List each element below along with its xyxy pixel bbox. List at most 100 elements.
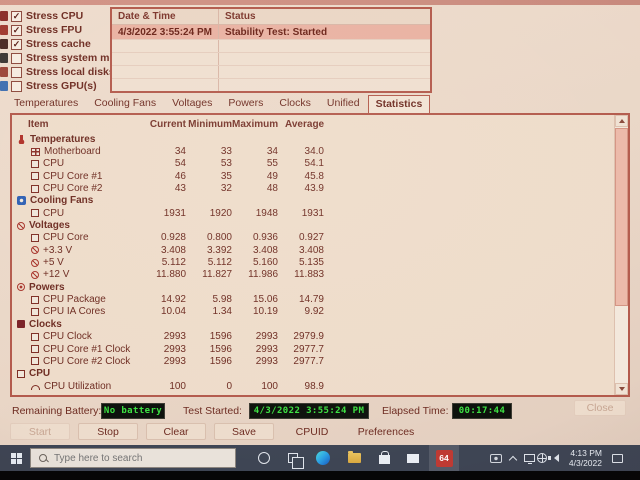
store-button[interactable] bbox=[371, 445, 397, 471]
gauge-icon bbox=[31, 385, 40, 391]
taskbar-search[interactable] bbox=[30, 448, 236, 468]
stats-item-label: +5 V bbox=[43, 257, 64, 269]
stats-cell-value: 2993 bbox=[163, 343, 186, 355]
aida64-button[interactable]: 64 bbox=[429, 445, 459, 471]
stress-option[interactable]: ✓ Stress cache bbox=[0, 37, 141, 51]
preferences-button[interactable]: Preferences bbox=[357, 425, 415, 438]
checkbox[interactable] bbox=[11, 66, 22, 78]
mail-button[interactable] bbox=[400, 445, 426, 471]
scrollbar-thumb[interactable] bbox=[615, 128, 628, 306]
stop-button[interactable]: Stop bbox=[78, 423, 138, 440]
checkbox[interactable] bbox=[11, 52, 22, 64]
tray-expand-button[interactable] bbox=[505, 445, 521, 471]
notifications-button[interactable] bbox=[606, 445, 628, 471]
stats-cell-item: CPU Core #2 bbox=[12, 183, 140, 194]
task-view-button[interactable] bbox=[281, 445, 305, 471]
stats-row[interactable]: CPU Core #1 Clock 2993 1596 2993 2977.7 bbox=[12, 343, 613, 355]
pc-tray-button[interactable] bbox=[521, 445, 538, 471]
chip-icon bbox=[31, 159, 39, 168]
stress-option[interactable]: ✓ Stress CPU bbox=[0, 9, 141, 23]
tab-powers[interactable]: Powers bbox=[228, 97, 264, 109]
stats-cell-value: 1596 bbox=[209, 355, 232, 367]
stats-section-row[interactable]: Clocks bbox=[12, 318, 613, 330]
tab-clocks[interactable]: Clocks bbox=[279, 97, 311, 109]
clear-button[interactable]: Clear bbox=[146, 423, 206, 440]
save-button[interactable]: Save bbox=[214, 423, 274, 440]
stats-row[interactable]: CPU Core 0.928 0.800 0.936 0.927 bbox=[12, 232, 613, 244]
stats-section-row[interactable]: CPU bbox=[12, 368, 613, 380]
stats-row[interactable]: CPU 54 53 55 54.1 bbox=[12, 158, 613, 170]
stats-row[interactable]: +5 V 5.112 5.112 5.160 5.135 bbox=[12, 256, 613, 268]
stats-cell-item: CPU bbox=[12, 208, 140, 219]
tab-temperatures[interactable]: Temperatures bbox=[14, 97, 79, 109]
stats-cell-item: Cooling Fans bbox=[12, 195, 140, 206]
stats-row[interactable]: CPU Core #2 43 32 48 43.9 bbox=[12, 182, 613, 194]
log-table: Date & Time Status 4/3/2022 3:55:24 PM St… bbox=[110, 7, 432, 93]
cpuid-button[interactable]: CPUID bbox=[295, 425, 329, 438]
stats-cell-value: 2993 bbox=[255, 343, 278, 355]
stats-panel: Item Current Minimum Maximum Average Tempera… bbox=[10, 113, 630, 397]
scroll-down-button[interactable] bbox=[615, 383, 628, 395]
stats-row[interactable]: +3.3 V 3.408 3.392 3.408 3.408 bbox=[12, 244, 613, 256]
stats-section-row[interactable]: Cooling Fans bbox=[12, 195, 613, 207]
stats-section-row[interactable]: Temperatures bbox=[12, 133, 613, 145]
tab-statistics[interactable]: Statistics bbox=[367, 95, 431, 114]
edge-button[interactable] bbox=[310, 445, 336, 471]
stats-cell-value: 15.06 bbox=[252, 294, 278, 306]
stats-row[interactable]: Motherboard 34 33 34 34.0 bbox=[12, 145, 613, 157]
stats-cell-value: 48 bbox=[266, 183, 278, 195]
fpu-icon bbox=[0, 25, 8, 35]
stats-section-row[interactable]: Voltages bbox=[12, 219, 613, 231]
scroll-up-button[interactable] bbox=[615, 115, 628, 127]
windows-start-button[interactable] bbox=[4, 445, 28, 471]
checkbox[interactable]: ✓ bbox=[11, 10, 22, 22]
file-explorer-icon bbox=[347, 451, 361, 463]
mail-icon bbox=[407, 453, 419, 463]
stats-row[interactable]: CPU Core #2 Clock 2993 1596 2993 2977.7 bbox=[12, 355, 613, 367]
stats-section-row[interactable]: Powers bbox=[12, 281, 613, 293]
checkbox[interactable]: ✓ bbox=[11, 38, 22, 50]
stats-cell-item: Powers bbox=[12, 282, 140, 293]
capture-tray-button[interactable] bbox=[486, 445, 506, 471]
stats-row[interactable]: CPU Package 14.92 5.98 15.06 14.79 bbox=[12, 293, 613, 305]
start-button[interactable]: Start bbox=[10, 423, 70, 440]
volume-tray-button[interactable] bbox=[545, 445, 561, 471]
stats-item-label: CPU Core #1 Clock bbox=[43, 343, 131, 355]
stats-cell-value: 10.04 bbox=[160, 306, 186, 318]
log-row[interactable]: 4/3/2022 3:55:24 PM Stability Test: Start… bbox=[112, 25, 430, 39]
stats-item-label: CPU Clock bbox=[43, 331, 92, 343]
search-input[interactable] bbox=[54, 452, 214, 464]
file-explorer-button[interactable] bbox=[341, 445, 367, 471]
stats-row[interactable]: CPU 1931 1920 1948 1931 bbox=[12, 207, 613, 219]
stats-cell-value: 53 bbox=[220, 158, 232, 170]
tab-unified[interactable]: Unified bbox=[326, 97, 360, 109]
edge-icon bbox=[316, 451, 330, 465]
chip-icon bbox=[31, 172, 39, 181]
stats-row[interactable]: CPU Utilization 100 0 100 98.9 bbox=[12, 380, 613, 392]
stress-option[interactable]: ✓ Stress FPU bbox=[0, 23, 141, 37]
log-cell-datetime: 4/3/2022 3:55:24 PM bbox=[118, 26, 212, 38]
checkbox[interactable]: ✓ bbox=[11, 24, 22, 36]
stats-cell-value: 98.9 bbox=[304, 380, 324, 392]
stats-row[interactable]: CPU Core #1 46 35 49 45.8 bbox=[12, 170, 613, 182]
stats-item-label: CPU Package bbox=[43, 294, 106, 306]
tab-voltages[interactable]: Voltages bbox=[172, 97, 213, 109]
close-button[interactable]: Close bbox=[574, 400, 626, 416]
stats-row[interactable]: +12 V 11.880 11.827 11.986 11.883 bbox=[12, 269, 613, 281]
tab-cooling-fans[interactable]: Cooling Fans bbox=[94, 97, 157, 109]
checkbox[interactable] bbox=[11, 80, 22, 92]
stats-row[interactable]: CPU Clock 2993 1596 2993 2979.9 bbox=[12, 331, 613, 343]
stats-row[interactable]: CPU IA Cores 10.04 1.34 10.19 9.92 bbox=[12, 306, 613, 318]
log-cell bbox=[218, 66, 430, 78]
cortana-button[interactable] bbox=[252, 445, 276, 471]
scrollbar[interactable] bbox=[614, 115, 628, 395]
stats-cell-value: 1596 bbox=[209, 343, 232, 355]
windows-logo-icon bbox=[10, 452, 22, 464]
stats-cell-value: 100 bbox=[261, 380, 278, 392]
network-tray-button[interactable] bbox=[534, 445, 550, 471]
stats-section-label: CPU bbox=[29, 368, 51, 380]
stress-option[interactable]: Stress GPU(s) bbox=[0, 79, 141, 93]
stress-option[interactable]: Stress local disks bbox=[0, 65, 141, 79]
taskbar-clock[interactable]: 4:13 PM 4/3/2022 bbox=[554, 448, 602, 468]
